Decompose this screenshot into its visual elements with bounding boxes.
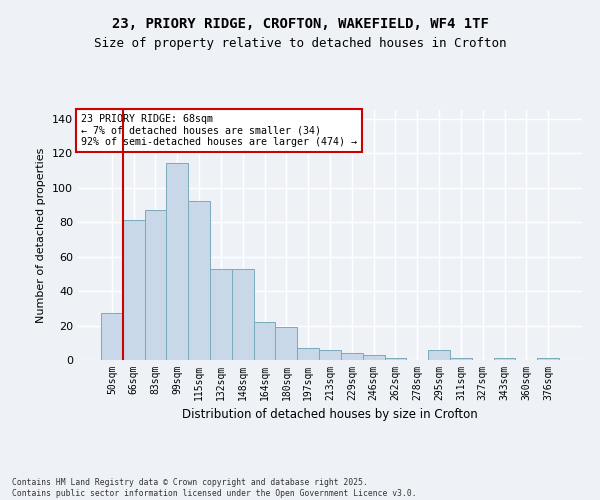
Bar [232, 268, 254, 360]
Bar [494, 358, 515, 360]
Bar [385, 358, 406, 360]
Bar [341, 353, 363, 360]
Bar [123, 220, 145, 360]
Text: Size of property relative to detached houses in Crofton: Size of property relative to detached ho… [94, 38, 506, 51]
Bar [275, 327, 297, 360]
Bar [363, 355, 385, 360]
Bar [101, 314, 123, 360]
Bar [297, 348, 319, 360]
X-axis label: Distribution of detached houses by size in Crofton: Distribution of detached houses by size … [182, 408, 478, 422]
Bar [254, 322, 275, 360]
Text: Contains HM Land Registry data © Crown copyright and database right 2025.
Contai: Contains HM Land Registry data © Crown c… [12, 478, 416, 498]
Bar [450, 358, 472, 360]
Y-axis label: Number of detached properties: Number of detached properties [37, 148, 46, 322]
Bar [145, 210, 166, 360]
Bar [319, 350, 341, 360]
Text: 23, PRIORY RIDGE, CROFTON, WAKEFIELD, WF4 1TF: 23, PRIORY RIDGE, CROFTON, WAKEFIELD, WF… [112, 18, 488, 32]
Bar [210, 268, 232, 360]
Text: 23 PRIORY RIDGE: 68sqm
← 7% of detached houses are smaller (34)
92% of semi-deta: 23 PRIORY RIDGE: 68sqm ← 7% of detached … [80, 114, 356, 147]
Bar [428, 350, 450, 360]
Bar [188, 202, 210, 360]
Bar [537, 358, 559, 360]
Bar [166, 164, 188, 360]
